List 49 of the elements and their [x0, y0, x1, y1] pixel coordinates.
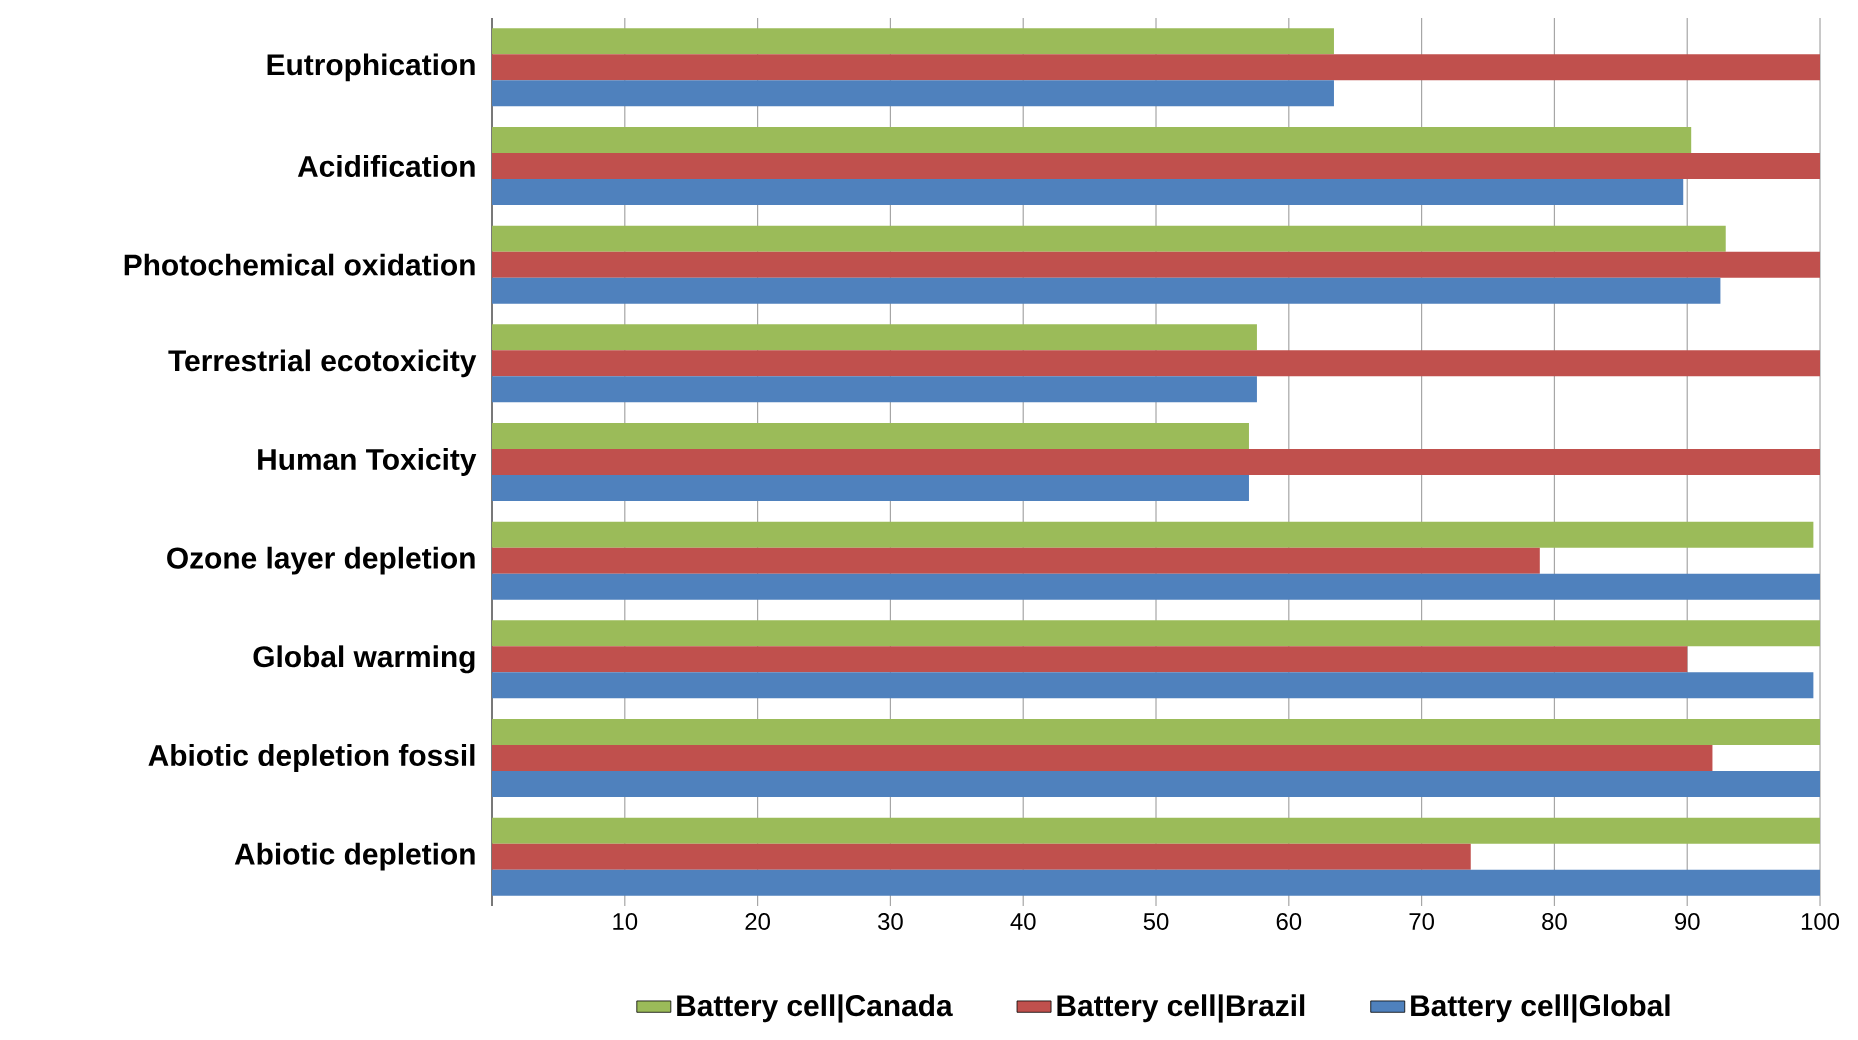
bar: [492, 350, 1821, 377]
bar: [492, 573, 1821, 600]
y-tick-label: Photochemical oxidation: [124, 253, 475, 276]
y-tick-label: Abiotic depletion: [234, 842, 475, 871]
y-tick-label: Eutrophication: [267, 53, 475, 82]
legend-label: Battery cell|Brazil: [1057, 994, 1305, 1023]
bar: [492, 672, 1814, 699]
bar: [492, 277, 1721, 304]
bar: [492, 251, 1821, 278]
bar: [492, 719, 1821, 746]
bar: [492, 153, 1821, 180]
bar: [492, 745, 1713, 772]
x-tick-label: 70: [1409, 913, 1434, 930]
x-tick-label: 80: [1542, 913, 1567, 930]
y-tick-label: Human Toxicity: [258, 448, 477, 476]
x-tick-label: 20: [745, 913, 770, 930]
bar: [492, 225, 1726, 252]
bar: [492, 179, 1684, 206]
bar: [492, 54, 1821, 81]
bar: [492, 869, 1821, 896]
x-tick-label: 40: [1010, 913, 1036, 930]
y-tick-label: Abiotic depletion fossil: [148, 744, 475, 772]
x-tick-label: 10: [613, 913, 638, 930]
bar: [492, 423, 1249, 450]
bar: [492, 449, 1821, 476]
bar: [492, 324, 1257, 351]
x-tick-label: 30: [878, 913, 903, 930]
bar: [492, 817, 1821, 844]
y-tick-label: Global warming: [253, 645, 475, 674]
bar: [492, 620, 1821, 647]
y-tick-label: Ozone layer depletion: [167, 546, 475, 575]
bar: [492, 646, 1688, 673]
bar: [492, 771, 1821, 798]
x-tick-label: 100: [1801, 913, 1840, 930]
x-tick-label: 50: [1143, 913, 1169, 930]
y-tick-label: Terrestrial ecotoxicity: [168, 349, 477, 378]
legend-label: Battery cell|Canada: [677, 994, 953, 1023]
bar: [492, 127, 1692, 154]
bar: [492, 475, 1249, 502]
bar: [492, 547, 1540, 574]
x-tick-label: 60: [1276, 913, 1302, 930]
bar: [492, 28, 1334, 55]
bar: [492, 843, 1471, 870]
bar: [492, 80, 1334, 107]
bar: [492, 376, 1257, 403]
x-tick-label: 90: [1675, 913, 1700, 930]
legend-label: Battery cell|Global: [1411, 994, 1670, 1023]
y-tick-label: Acidification: [297, 155, 475, 177]
bar: [492, 521, 1814, 548]
